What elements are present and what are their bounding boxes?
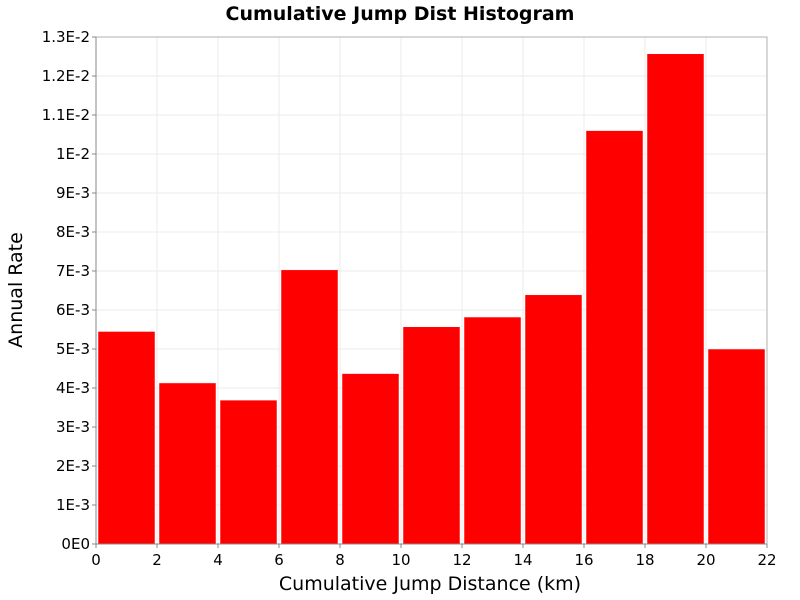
histogram-bar [707,348,766,545]
histogram-bar [463,316,522,545]
y-tick-label: 8E-3 [56,223,90,241]
y-tick-label: 9E-3 [56,184,90,202]
y-tick-label: 1E-2 [56,145,90,163]
y-tick-label: 4E-3 [56,379,90,397]
histogram-bar [402,326,461,545]
y-tick-label: 1.3E-2 [42,28,90,46]
y-axis: 0E0 1E-3 2E-3 3E-3 4E-3 5E-3 6E-3 7E-3 8E-3 9E-3 1… [42,28,97,553]
x-tick-label: 8 [335,551,345,569]
x-axis-label: Cumulative Jump Distance (km) [279,573,581,595]
histogram-bar [280,269,339,545]
y-tick-label: 1E-3 [56,496,90,514]
y-tick-label: 7E-3 [56,262,90,280]
x-tick-label: 2 [152,551,162,569]
y-tick-label: 1.2E-2 [42,67,90,85]
bars [97,53,766,545]
y-tick-label: 2E-3 [56,457,90,475]
histogram-bar [97,331,156,545]
y-tick-label: 1.1E-2 [42,106,90,124]
y-tick-label: 6E-3 [56,301,90,319]
histogram-bar [646,53,705,545]
y-tick-label: 3E-3 [56,418,90,436]
x-tick-label: 0 [91,551,101,569]
x-tick-label: 12 [452,551,471,569]
histogram-bar [219,399,278,545]
x-tick-label: 18 [635,551,654,569]
x-tick-label: 4 [213,551,223,569]
histogram-bar [585,130,644,545]
x-tick-label: 10 [391,551,410,569]
y-tick-label: 5E-3 [56,340,90,358]
histogram-bar [341,373,400,545]
chart-title: Cumulative Jump Dist Histogram [226,3,575,25]
y-axis-label: Annual Rate [5,232,27,348]
x-axis: 0 2 4 6 8 10 12 14 16 18 20 22 [91,543,777,569]
y-tick-label: 0E0 [61,535,90,553]
x-tick-label: 20 [696,551,715,569]
x-tick-label: 14 [513,551,532,569]
histogram-bar [158,382,217,545]
x-tick-label: 22 [757,551,776,569]
histogram-bar [524,294,583,545]
x-tick-label: 6 [274,551,284,569]
grid-lines [96,37,767,544]
x-tick-label: 16 [574,551,593,569]
